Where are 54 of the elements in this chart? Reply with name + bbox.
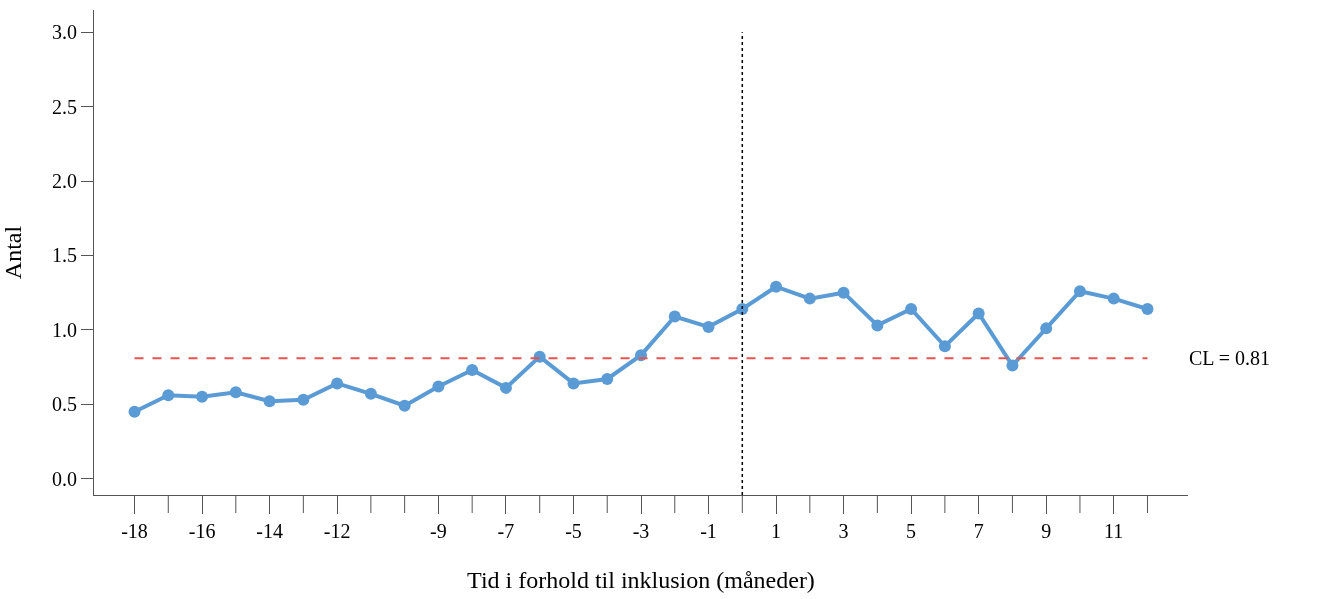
point	[229, 386, 242, 399]
point	[128, 405, 141, 418]
point	[364, 387, 377, 400]
x-tick-label: -3	[632, 520, 650, 542]
y-tick-label: 0.0	[52, 467, 77, 490]
y-tick-label: 1.0	[52, 318, 77, 341]
x-tick-label: 9	[1041, 520, 1052, 542]
point	[1006, 359, 1019, 372]
x-axis-title: Tid i forhold til inklusion (måneder)	[467, 567, 815, 594]
x-tick-label: 11	[1104, 520, 1124, 542]
point	[702, 320, 715, 333]
x-tick-label: -5	[565, 520, 582, 542]
point	[263, 395, 276, 408]
point	[871, 319, 884, 332]
point	[668, 310, 681, 323]
point	[770, 280, 783, 293]
x-tick-label: -9	[430, 520, 447, 542]
y-tick-label: 2.0	[52, 170, 77, 193]
x-tick-label: 3	[838, 520, 849, 542]
point	[905, 303, 918, 316]
point	[499, 381, 512, 394]
x-tick-label: -14	[256, 520, 283, 542]
point	[601, 372, 614, 385]
point	[297, 393, 310, 406]
point	[398, 399, 411, 412]
point	[331, 377, 344, 390]
x-tick-label: 1	[771, 520, 782, 542]
y-tick-label: 2.5	[52, 95, 77, 118]
x-tick-label: -16	[188, 520, 216, 542]
point	[837, 286, 850, 299]
x-tick-label: -12	[323, 520, 351, 542]
point	[432, 380, 445, 393]
point	[567, 377, 580, 390]
x-tick-label: -7	[497, 520, 515, 542]
x-tick-label: -1	[700, 520, 717, 542]
point	[162, 389, 175, 402]
y-tick-label: 3.0	[52, 21, 77, 44]
point	[1141, 303, 1154, 316]
ref-line-label: CL = 0.81	[1189, 347, 1271, 369]
point	[938, 340, 951, 353]
y-tick-label: 1.5	[52, 244, 77, 267]
point	[972, 307, 985, 320]
point	[1040, 322, 1053, 335]
y-tick-label: 0.5	[52, 393, 77, 416]
point	[1073, 285, 1086, 298]
x-tick-label: -18	[121, 520, 148, 542]
point	[196, 390, 209, 403]
x-tick-label: 5	[906, 520, 917, 542]
point	[466, 364, 479, 377]
point	[803, 292, 816, 305]
point	[1107, 292, 1120, 305]
point	[736, 303, 749, 316]
x-tick-label: 7	[973, 520, 984, 542]
y-axis-title: Antal	[0, 225, 26, 280]
